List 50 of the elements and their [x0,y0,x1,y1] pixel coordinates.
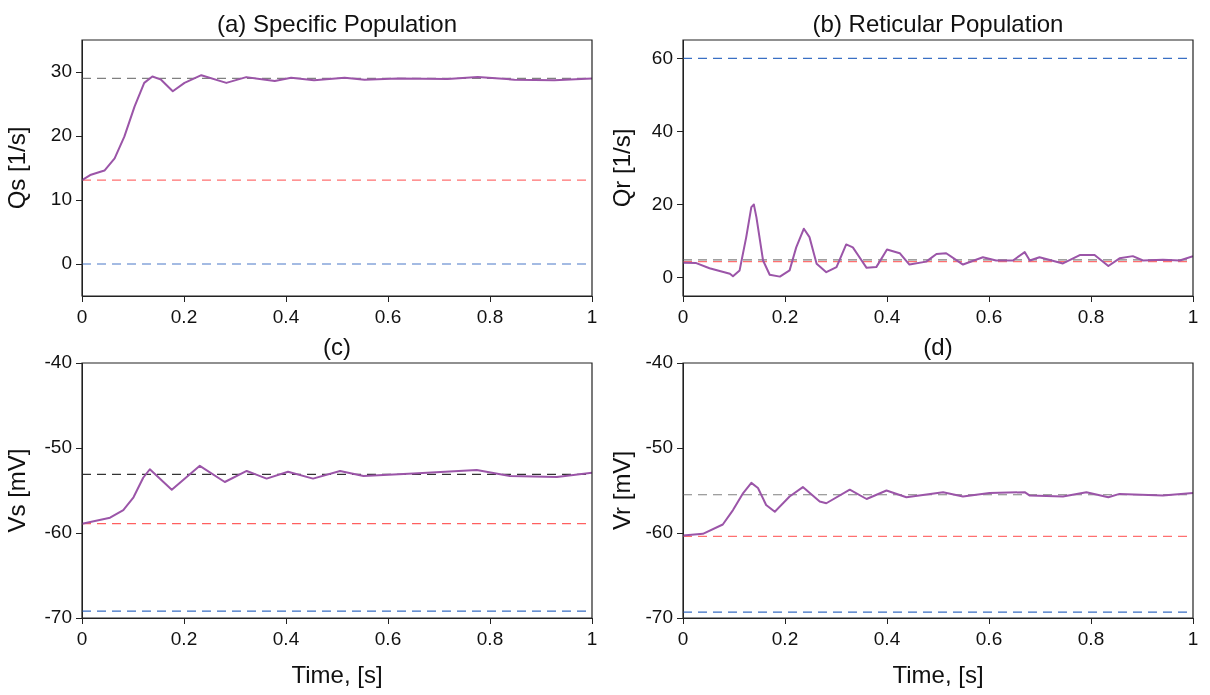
x-tick-label: 0.8 [1077,627,1105,649]
x-tick-label: 0.2 [771,305,799,327]
x-tick-label: 0 [76,305,88,327]
y-tick-label: -50 [645,436,673,458]
x-tick-label: 0.8 [476,305,504,327]
y-tick-label: 40 [651,119,673,141]
y-tick-label: 0 [662,265,673,287]
x-tick-label: 0.8 [1077,305,1105,327]
y-axis-title: Vs [mV] [3,448,31,533]
x-tick-label: 0.6 [374,627,402,649]
x-tick-label: 1 [586,305,598,327]
y-tick-label: 0 [61,252,72,274]
chart-title: (c) [323,332,351,360]
chart-title: (b) Reticular Population [812,9,1064,37]
x-tick-label: 0.4 [272,305,300,327]
y-tick-label: -70 [645,606,673,628]
x-tick-label: 1 [586,627,598,649]
x-tick-label: 0.4 [272,627,300,649]
x-tick-label: 1 [1187,627,1199,649]
x-tick-label: 0.4 [873,627,901,649]
x-tick-label: 0.6 [374,305,402,327]
chart-title: (d) [923,332,953,360]
x-tick-label: 1 [1187,305,1199,327]
x-axis-title: Time, [s] [291,661,383,689]
x-tick-label: 0 [677,627,689,649]
y-tick-label: 60 [651,46,673,68]
x-tick-label: 0 [677,305,689,327]
y-tick-label: -60 [645,521,673,543]
y-tick-label: -60 [44,521,72,543]
chart-title: (a) Specific Population [216,9,458,37]
x-tick-label: 0.2 [170,627,198,649]
y-axis-title: Vr [mV] [608,450,636,531]
x-tick-label: 0.6 [975,627,1003,649]
x-tick-label: 0.4 [873,305,901,327]
y-tick-label: -40 [44,351,72,373]
y-tick-label: 20 [50,124,72,146]
y-tick-label: -40 [645,351,673,373]
y-tick-label: 10 [50,188,72,210]
x-tick-label: 0 [76,627,88,649]
x-tick-label: 0.2 [771,627,799,649]
y-axis-title: Qr [1/s] [608,128,636,208]
y-tick-label: -50 [44,436,72,458]
y-tick-label: 30 [50,60,72,82]
y-tick-label: -70 [44,606,72,628]
x-axis-title: Time, [s] [892,661,984,689]
x-tick-label: 0.2 [170,305,198,327]
x-tick-label: 0.8 [476,627,504,649]
x-tick-label: 0.6 [975,305,1003,327]
y-tick-label: 20 [651,192,673,214]
y-axis-title: Qs [1/s] [3,126,31,210]
